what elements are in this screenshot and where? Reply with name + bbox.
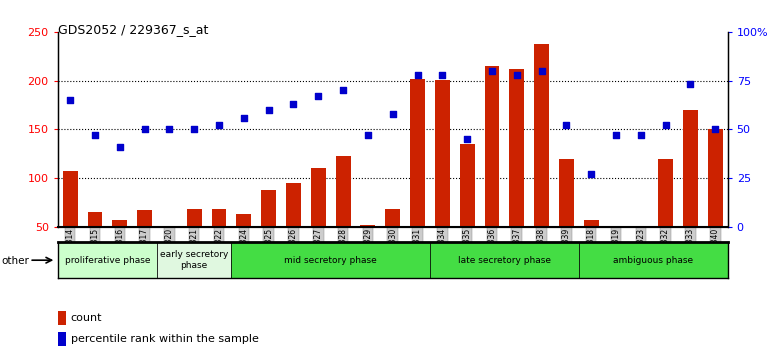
Point bbox=[634, 132, 647, 138]
Bar bbox=[286, 183, 301, 227]
Point bbox=[610, 132, 622, 138]
Point bbox=[461, 136, 474, 142]
Bar bbox=[88, 212, 102, 227]
Point bbox=[659, 122, 671, 128]
Bar bbox=[534, 44, 549, 227]
Text: mid secretory phase: mid secretory phase bbox=[284, 256, 377, 265]
Point bbox=[585, 171, 598, 177]
Text: other: other bbox=[2, 256, 29, 266]
Text: early secretory
phase: early secretory phase bbox=[160, 251, 229, 270]
Point bbox=[436, 72, 448, 78]
Bar bbox=[658, 159, 673, 227]
Point bbox=[89, 132, 101, 138]
Text: percentile rank within the sample: percentile rank within the sample bbox=[71, 334, 259, 344]
Bar bbox=[584, 220, 598, 227]
Bar bbox=[360, 225, 375, 227]
Bar bbox=[137, 210, 152, 227]
Bar bbox=[112, 220, 127, 227]
Bar bbox=[311, 168, 326, 227]
Point bbox=[139, 126, 151, 132]
Point bbox=[337, 87, 350, 93]
Point bbox=[511, 72, 523, 78]
Bar bbox=[708, 129, 723, 227]
Bar bbox=[460, 144, 474, 227]
Bar bbox=[410, 79, 425, 227]
Point bbox=[312, 93, 324, 99]
Bar bbox=[559, 159, 574, 227]
Point bbox=[561, 122, 573, 128]
Bar bbox=[336, 156, 350, 227]
Bar bbox=[683, 110, 698, 227]
Point bbox=[362, 132, 374, 138]
Bar bbox=[232, 242, 430, 278]
Bar bbox=[58, 332, 66, 346]
Point bbox=[213, 122, 225, 128]
Bar bbox=[435, 80, 450, 227]
Point bbox=[486, 68, 498, 74]
Point bbox=[535, 68, 547, 74]
Point bbox=[64, 97, 76, 103]
Text: late secretory phase: late secretory phase bbox=[458, 256, 551, 265]
Point bbox=[387, 111, 399, 116]
Point bbox=[709, 126, 721, 132]
Point bbox=[411, 72, 424, 78]
Point bbox=[263, 107, 275, 113]
Point bbox=[685, 82, 697, 87]
Bar bbox=[236, 214, 251, 227]
Point bbox=[188, 126, 200, 132]
Bar bbox=[212, 209, 226, 227]
Bar bbox=[261, 190, 276, 227]
Text: ambiguous phase: ambiguous phase bbox=[613, 256, 693, 265]
Bar bbox=[579, 242, 728, 278]
Text: GDS2052 / 229367_s_at: GDS2052 / 229367_s_at bbox=[58, 23, 208, 36]
Bar bbox=[58, 312, 66, 325]
Text: proliferative phase: proliferative phase bbox=[65, 256, 150, 265]
Bar bbox=[58, 242, 157, 278]
Text: count: count bbox=[71, 313, 102, 323]
Bar bbox=[430, 242, 579, 278]
Point bbox=[114, 144, 126, 149]
Bar bbox=[385, 209, 400, 227]
Bar bbox=[484, 66, 500, 227]
Point bbox=[238, 115, 250, 120]
Bar bbox=[509, 69, 524, 227]
Bar bbox=[187, 209, 202, 227]
Bar bbox=[157, 242, 232, 278]
Bar bbox=[62, 171, 78, 227]
Point bbox=[163, 126, 176, 132]
Point bbox=[287, 101, 300, 107]
